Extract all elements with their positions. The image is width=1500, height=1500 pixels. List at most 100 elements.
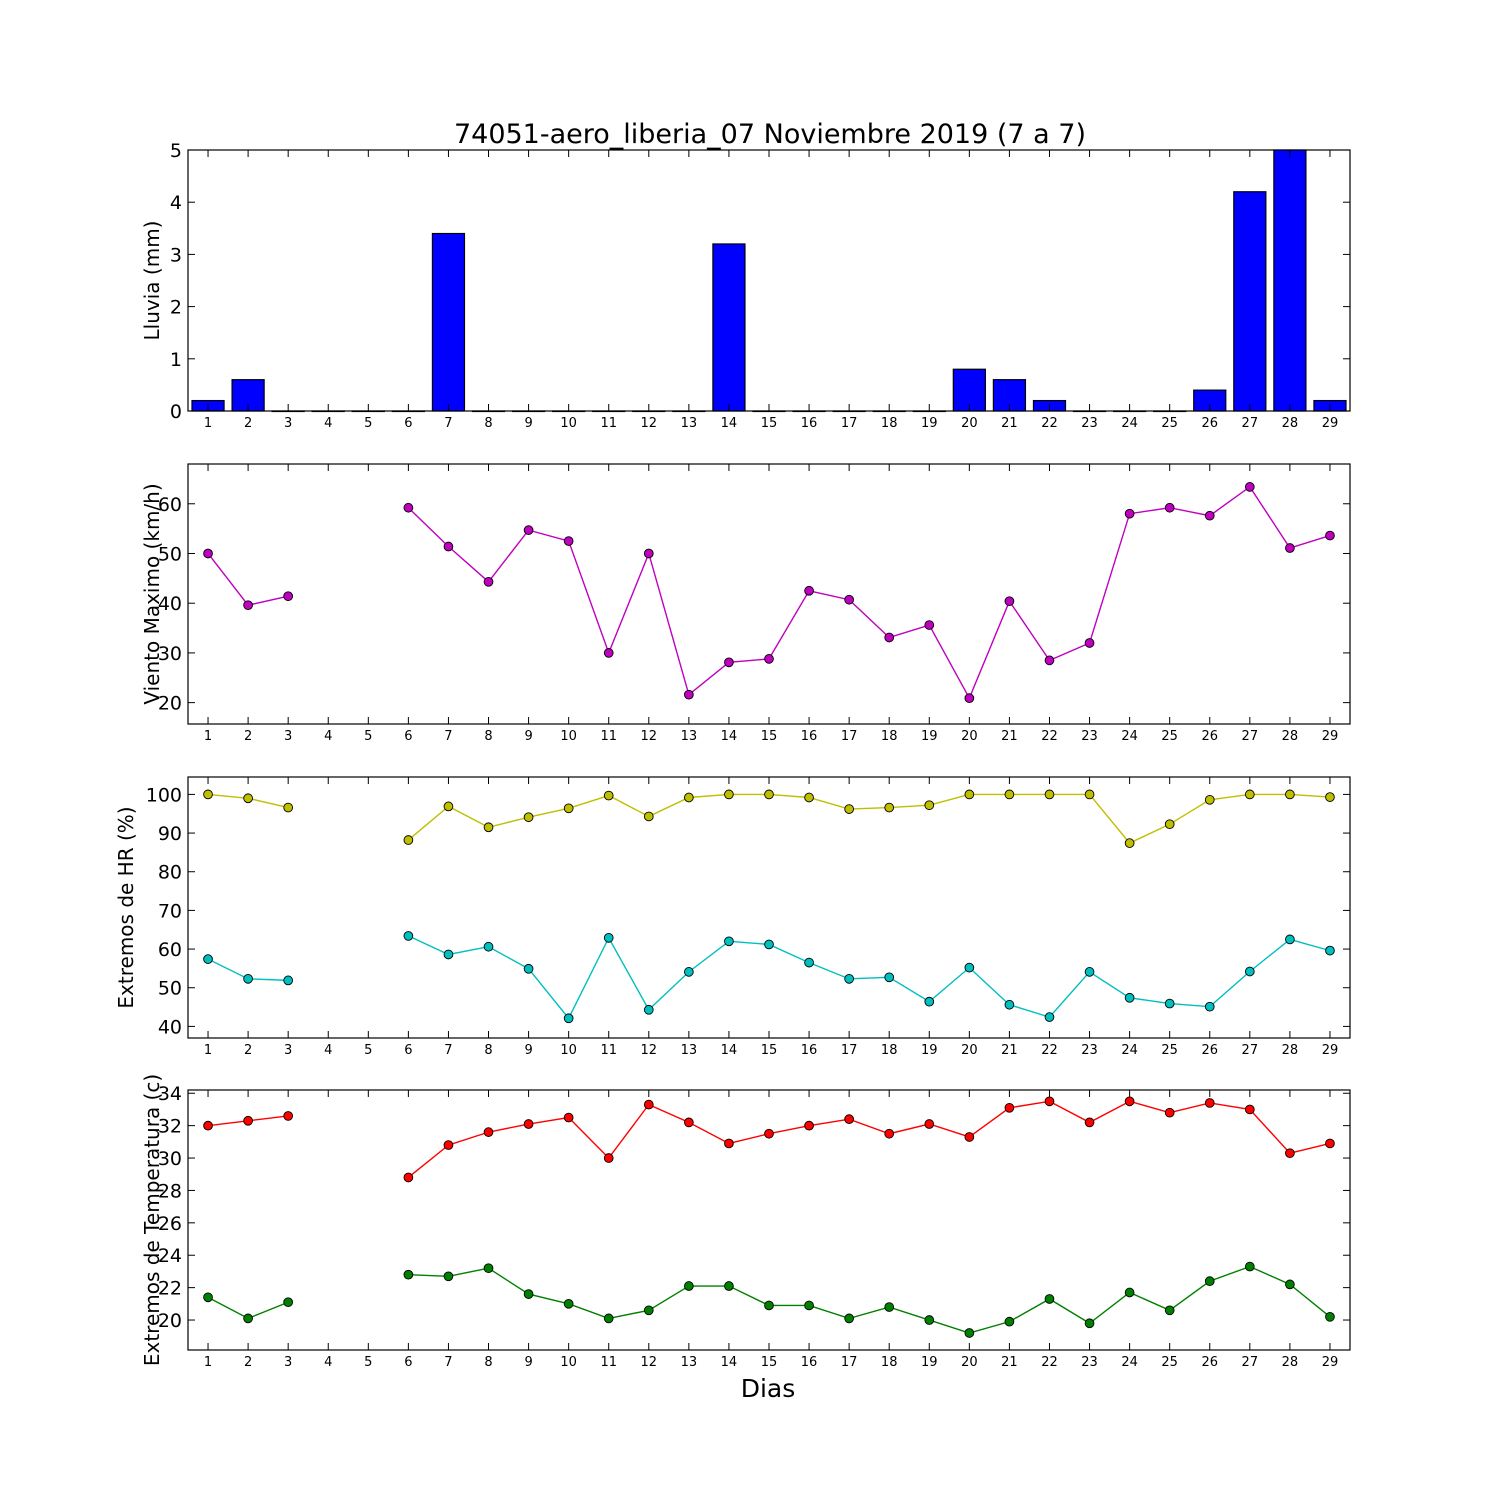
y-tick-label: 30: [158, 643, 182, 665]
x-tick-label: 9: [524, 1043, 532, 1058]
x-tick-label: 14: [721, 1043, 738, 1058]
x-tick-label: 19: [921, 1355, 938, 1370]
x-tick-label: 17: [841, 416, 858, 431]
data-point-series-0-day-9: [523, 812, 534, 823]
data-point-series-1-day-14: [724, 936, 734, 947]
x-tick-label: 23: [1081, 1355, 1098, 1370]
y-tick-label: 40: [158, 593, 182, 615]
data-point-series-1-day-26: [1204, 1001, 1215, 1012]
data-point-series-0-day-29: [1325, 1138, 1335, 1149]
data-point-series-1-day-17: [844, 1313, 854, 1324]
data-point-series-0-day-7: [443, 541, 454, 552]
data-point-series-1-day-1: [203, 1292, 213, 1303]
data-point-series-1-day-19: [924, 996, 935, 1007]
x-tick-label: 6: [404, 416, 412, 431]
data-point-series-0-day-18: [884, 802, 895, 813]
x-tick-label: 25: [1161, 729, 1178, 744]
x-tick-label: 11: [600, 729, 617, 744]
data-point-series-1-day-9: [523, 1289, 534, 1299]
x-tick-label: 25: [1161, 1043, 1178, 1058]
data-point-series-1-day-11: [603, 933, 614, 943]
data-point-series-0-day-7: [443, 1140, 454, 1150]
data-point-series-0-day-12: [643, 1099, 654, 1110]
x-tick-label: 12: [641, 1043, 658, 1058]
data-point-series-1-day-15: [764, 939, 774, 950]
x-tick-label: 20: [961, 416, 978, 431]
data-point-series-1-day-3: [283, 975, 294, 986]
y-tick-label: 50: [158, 978, 182, 1000]
x-tick-label: 8: [484, 729, 492, 744]
x-tick-label: 24: [1121, 729, 1138, 744]
x-tick-label: 24: [1121, 416, 1138, 431]
data-point-series-0-day-13: [684, 1117, 694, 1128]
x-tick-label: 4: [324, 1355, 332, 1370]
x-tick-label: 6: [404, 1043, 412, 1058]
data-point-series-1-day-2: [243, 973, 253, 984]
x-tick-label: 2: [244, 729, 252, 744]
chart-title: 74051-aero_liberia_07 Noviembre 2019 (7 …: [454, 119, 1086, 150]
data-point-series-0-day-18: [884, 632, 895, 643]
y-tick-label: 30: [158, 1148, 182, 1170]
x-tick-label: 29: [1322, 1355, 1339, 1370]
data-point-series-0-day-8: [483, 576, 494, 587]
x-tick-label: 15: [761, 729, 778, 744]
y-tick-label: 4: [170, 192, 182, 214]
data-point-series-0-day-7: [443, 801, 454, 812]
data-point-series-0-day-21: [1004, 1102, 1015, 1113]
x-tick-label: 16: [801, 729, 818, 744]
data-point-series-1-day-25: [1164, 1305, 1175, 1316]
x-tick-label: 2: [244, 1043, 252, 1058]
series-line-0-segment-1: [407, 793, 1331, 844]
y-tick-label: 20: [158, 1310, 182, 1332]
data-point-series-0-day-6: [403, 1172, 414, 1183]
y-tick-label: 80: [158, 862, 182, 884]
x-tick-label: 8: [484, 416, 492, 431]
x-tick-label: 25: [1161, 416, 1178, 431]
data-point-series-1-day-23: [1084, 1318, 1095, 1329]
data-point-series-0-day-1: [203, 1120, 213, 1131]
data-point-series-0-day-23: [1084, 1117, 1095, 1128]
data-point-series-0-day-17: [844, 594, 854, 605]
x-tick-label: 7: [444, 1043, 452, 1058]
data-point-series-1-day-28: [1285, 1279, 1295, 1290]
data-point-series-1-day-20: [964, 1328, 975, 1338]
data-point-series-0-day-12: [643, 811, 654, 822]
data-point-series-1-day-1: [203, 954, 213, 964]
x-tick-label: 29: [1322, 416, 1339, 431]
x-tick-label: 26: [1201, 416, 1218, 431]
x-tick-label: 6: [404, 1355, 412, 1370]
data-point-series-1-day-27: [1244, 1261, 1255, 1272]
data-point-series-0-day-22: [1044, 789, 1055, 800]
data-point-series-1-day-22: [1044, 1294, 1055, 1304]
x-tick-label: 18: [881, 1043, 898, 1058]
x-tick-label: 27: [1242, 416, 1259, 431]
y-axis-label: Viento Maximo (km/h): [140, 483, 164, 704]
x-tick-label: 29: [1322, 729, 1339, 744]
y-tick-label: 22: [158, 1278, 182, 1300]
data-point-series-0-day-25: [1164, 819, 1175, 830]
x-tick-label: 19: [921, 416, 938, 431]
y-tick-label: 50: [158, 543, 182, 565]
data-point-series-1-day-7: [443, 949, 454, 960]
data-point-series-0-day-13: [684, 689, 694, 700]
x-tick-label: 9: [524, 416, 532, 431]
data-point-series-0-day-22: [1044, 655, 1055, 666]
x-tick-label: 20: [961, 1355, 978, 1370]
data-point-series-0-day-2: [243, 793, 253, 804]
data-point-series-1-day-6: [403, 931, 414, 941]
bar-day-7: [431, 232, 466, 412]
data-point-series-0-day-1: [203, 789, 213, 800]
x-tick-label: 13: [681, 416, 698, 431]
data-point-series-0-day-8: [483, 1127, 494, 1137]
x-tick-label: 10: [560, 1043, 577, 1058]
x-tick-label: 3: [284, 1043, 292, 1058]
data-point-series-0-day-14: [724, 789, 734, 800]
y-tick-label: 60: [158, 494, 182, 516]
x-tick-label: 26: [1201, 1043, 1218, 1058]
data-point-series-0-day-23: [1084, 638, 1095, 648]
data-point-series-0-day-11: [603, 1153, 614, 1163]
data-point-series-1-day-6: [403, 1269, 414, 1280]
x-tick-label: 12: [641, 729, 658, 744]
x-tick-label: 14: [721, 416, 738, 431]
